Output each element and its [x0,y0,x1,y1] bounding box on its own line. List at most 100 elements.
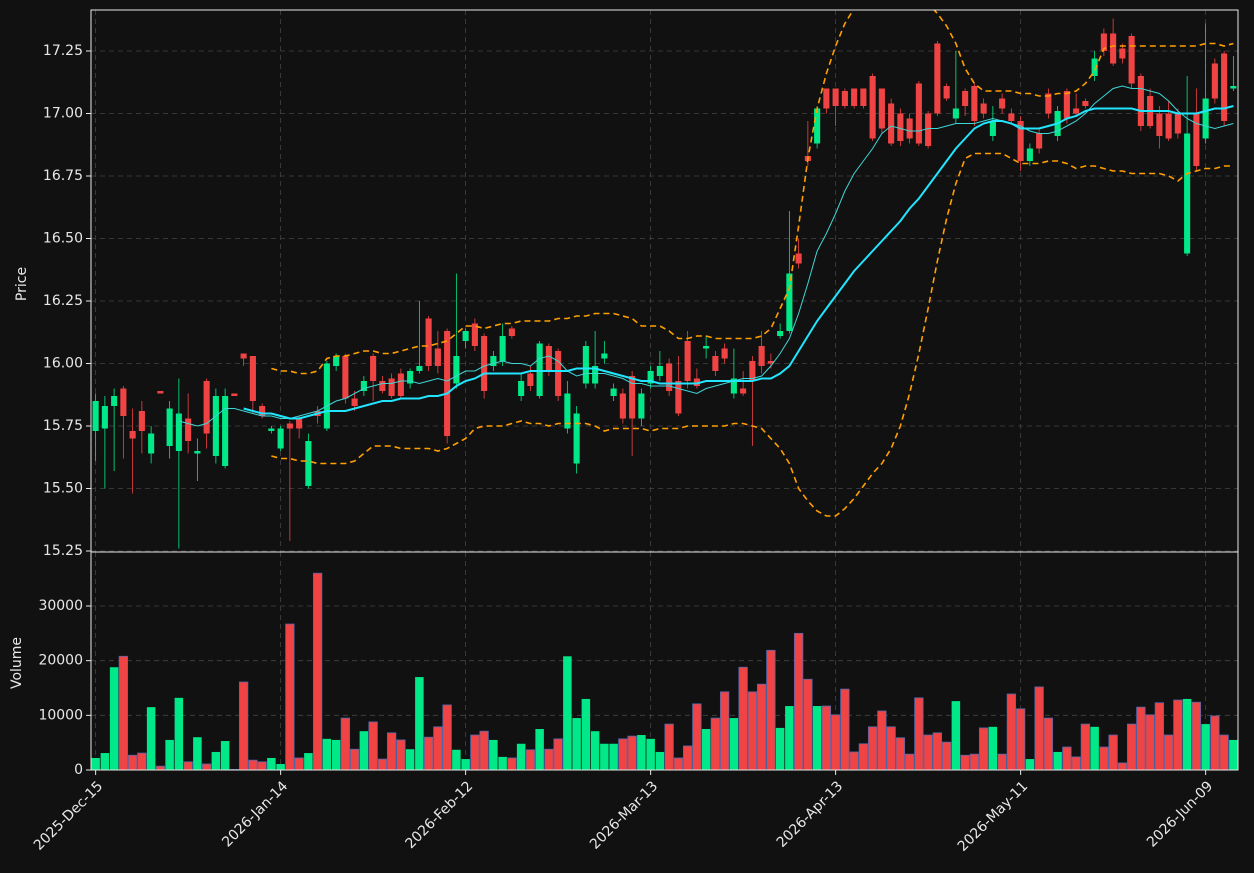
candle-body [906,118,913,139]
candle-body [148,433,155,454]
candle-body [1110,33,1117,64]
candle-body [379,381,386,391]
candle-body [416,366,423,371]
volume-bar [359,731,369,770]
volume-bar [498,756,507,770]
volume-bar [1145,714,1155,771]
candle-body [129,431,136,439]
candle-body [1091,58,1098,76]
candle-body [527,373,534,386]
candle-body [1193,113,1200,166]
volume-bar [304,753,313,770]
line-series [243,105,1234,420]
volume-bar [396,739,406,771]
volume-bar [923,734,933,771]
volume-bar [637,735,646,770]
candle-body [1156,113,1163,136]
volume-bar [978,727,989,771]
candle-body [869,76,876,139]
volume-bar [600,743,609,770]
candle-body [925,113,932,146]
candle-body [1128,36,1135,84]
y-tick-label: 15.50 [43,481,83,497]
volume-bar [386,732,397,771]
candle-body [166,408,173,446]
volume-bar [877,710,887,771]
volume-bar [91,757,100,770]
candle-body [259,406,266,416]
candle-body [203,381,210,434]
candle-body [212,396,219,456]
volume-bar [673,757,684,771]
volume-bar [193,737,202,770]
volume-bar [276,763,285,770]
y-tick-label: 0 [74,762,83,778]
candle-body [1137,76,1144,126]
y-tick-label: 16.50 [43,231,83,247]
volume-bar [785,706,794,770]
volume-bar [1053,751,1062,770]
line-series [271,10,1234,375]
candle-body [656,366,663,376]
candle-body [175,413,182,451]
volume-bar [211,751,221,770]
volume-bar [340,717,351,771]
candle-body [721,348,728,359]
volume-bar [729,718,739,770]
volume-bar [174,697,184,770]
candle-body [185,418,192,441]
volume-bar [766,649,776,771]
volume-bar [692,703,702,771]
volume-bar [1201,724,1210,770]
candle-body [1082,101,1089,106]
y-tick-label: 15.75 [43,418,83,434]
volume-bar [1229,739,1238,770]
volume-bar [886,726,896,771]
candle-body [989,121,996,136]
candle-body [934,43,941,114]
y-tick-label: 16.75 [43,168,83,184]
candle-body [157,391,164,394]
volume-bar [442,704,452,771]
candle-body [434,348,441,366]
volume-bar [1071,756,1081,771]
candle-body [138,411,145,431]
volume-bar [349,748,360,771]
volume-bar [1099,746,1109,771]
volume-bar [183,761,193,771]
candle-body [342,356,349,399]
volume-bar [840,688,850,771]
candle-body [1119,48,1126,59]
candle-body [897,113,904,141]
volume-bar [525,749,536,771]
candle-body [629,376,636,419]
volume-bar [257,761,267,771]
volume-bar [655,751,665,770]
candle-body [823,88,830,109]
volume-bar [322,738,332,770]
candle-body [490,356,497,366]
candle-body [795,253,802,264]
volume-bar [793,632,804,771]
volume-bar [415,677,424,770]
volume-bar [1182,698,1192,770]
volume-bar [294,757,304,771]
volume-bar [664,723,674,771]
candle-body [1174,113,1181,134]
candle-body [508,328,515,336]
volume-bar [507,757,517,771]
candle-body [425,318,432,366]
volume-bar [1025,759,1035,770]
volume-bar [285,623,295,771]
volume-bar [423,736,434,771]
candle-body [240,353,247,359]
volume-bar [433,726,443,771]
candle-body [740,388,747,394]
volume-bar [618,738,628,771]
volume-bar [812,706,822,770]
candle-body [915,83,922,144]
candle-body [767,361,774,364]
volume-bar [756,683,767,771]
volume-bar [914,697,924,771]
